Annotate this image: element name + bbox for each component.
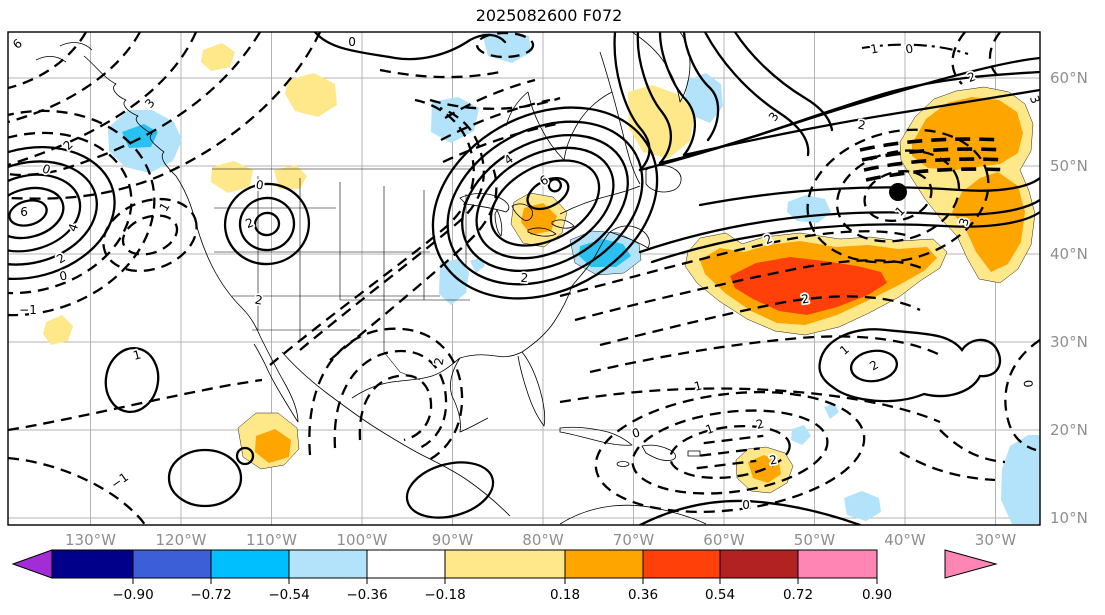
positive-anomaly-region (43, 315, 73, 345)
colorbar-tick-label: 0.36 (628, 587, 658, 603)
thick-dashed-contours (859, 137, 1009, 182)
y-tick-label: 40°N (1050, 245, 1088, 263)
point-marker (889, 183, 907, 201)
x-tick-label: 70°W (613, 531, 655, 549)
colorbar-tick-label: 0.18 (550, 587, 580, 603)
colorbar-tick-label: 0.72 (783, 587, 813, 603)
contour-label: 1 (157, 200, 173, 214)
colorbar-tick-label: −0.72 (190, 587, 231, 603)
contour-label: 0 (630, 425, 641, 441)
contour-label: 0 (58, 269, 68, 284)
x-tick-label: 40°W (884, 531, 926, 549)
contour-label: −1 (108, 470, 131, 492)
contour-label: 2 (54, 251, 68, 267)
y-tick-label: 50°N (1050, 157, 1088, 175)
contour-label: 1 (837, 342, 852, 358)
positive-anomaly-region (521, 203, 557, 235)
positive-anomaly-region (912, 97, 1023, 170)
x-tick-label: 130°W (65, 531, 116, 549)
contour-label: 0 (255, 178, 265, 193)
contour-label: 0 (904, 42, 914, 57)
x-tick-label: 90°W (432, 531, 474, 549)
colorbar-tick-label: −0.54 (268, 587, 309, 603)
coastlines (35, 32, 707, 525)
positive-anomaly-region (255, 429, 291, 463)
contour-label: 2 (520, 271, 529, 286)
latitude-tick-labels: 60°N 50°N 40°N 30°N 20°N 10°N (1050, 69, 1088, 527)
colorbar-segment (719, 549, 799, 579)
colorbar-segment (797, 549, 878, 579)
colorbar-segment (564, 549, 644, 579)
map-frame (7, 31, 1041, 526)
positive-anomaly-region (730, 257, 887, 315)
positive-anomaly-region (274, 165, 307, 189)
colorbar: −0.90 −0.72 −0.54 −0.36 −0.18 0.18 0.36 0.54 0.7… (11, 549, 998, 603)
negative-anomaly-region (431, 97, 479, 143)
negative-anomaly-region (685, 73, 723, 123)
contour-label: 2 (432, 356, 447, 366)
x-tick-label: 80°W (522, 531, 564, 549)
positive-anomaly-region (952, 172, 1025, 272)
colorbar-extend-left (11, 549, 53, 579)
contour-label: 1 (692, 378, 703, 394)
contour-label: 3 (142, 96, 158, 111)
negative-anomaly-region (824, 403, 839, 419)
contour-label: 1 (893, 204, 908, 219)
negative-anomaly-region (791, 425, 811, 445)
negative-anomaly-region (844, 491, 881, 521)
colorbar-segment (288, 549, 368, 579)
x-tick-label: 120°W (156, 531, 207, 549)
positive-anomaly-region (628, 85, 695, 159)
colorbar-tick-label: −0.90 (112, 587, 153, 603)
figure-title: 2025082600 F072 (476, 6, 623, 25)
contour-label: 0 (40, 161, 52, 177)
colorbar-segment (444, 549, 566, 579)
y-tick-label: 10°N (1050, 509, 1088, 527)
colorbar-tick-label: 0.54 (705, 587, 735, 603)
positive-anomaly-region (285, 73, 337, 117)
colorbar-segment (210, 549, 290, 579)
x-tick-label: 60°W (703, 531, 745, 549)
contour-label: 6 (20, 205, 28, 219)
colorbar-segment (366, 549, 446, 579)
contour-label: 0 (348, 35, 356, 49)
y-tick-label: 30°N (1050, 333, 1088, 351)
contour-label: 1 (869, 42, 879, 57)
contour-label: 2 (254, 293, 264, 308)
contour-label: −1 (19, 303, 37, 317)
solid-contours (8, 32, 1040, 525)
x-tick-label: 100°W (337, 531, 388, 549)
colorbar-tick-label: −0.36 (346, 587, 387, 603)
positive-anomaly-region (201, 43, 235, 71)
negative-anomaly-region (439, 259, 469, 305)
contour-label: 0 (742, 498, 750, 512)
contour-label: 2 (857, 118, 867, 133)
x-tick-label: 110°W (246, 531, 297, 549)
contour-label: 2 (867, 358, 881, 374)
colorbar-tick-label: −0.18 (424, 587, 465, 603)
x-tick-label: 30°W (975, 531, 1017, 549)
y-tick-label: 20°N (1050, 421, 1088, 439)
colorbar-segment (132, 549, 212, 579)
colorbar-extend-right (944, 549, 998, 579)
contour-label: 1 (704, 421, 716, 437)
contour-label: 6 (10, 36, 25, 52)
x-tick-label: 50°W (794, 531, 836, 549)
longitude-tick-labels: 130°W 120°W 110°W 100°W 90°W 80°W 70°W 60°W 50°W… (65, 531, 1016, 549)
contour-label: 0 (1021, 379, 1036, 388)
colorbar-tick-label: 0.90 (862, 587, 892, 603)
contour-label: 2 (244, 215, 256, 231)
negative-anomaly-region (1001, 435, 1040, 524)
y-tick-label: 60°N (1050, 69, 1088, 87)
colorbar-segment (51, 549, 134, 579)
colorbar-segment (642, 549, 721, 579)
